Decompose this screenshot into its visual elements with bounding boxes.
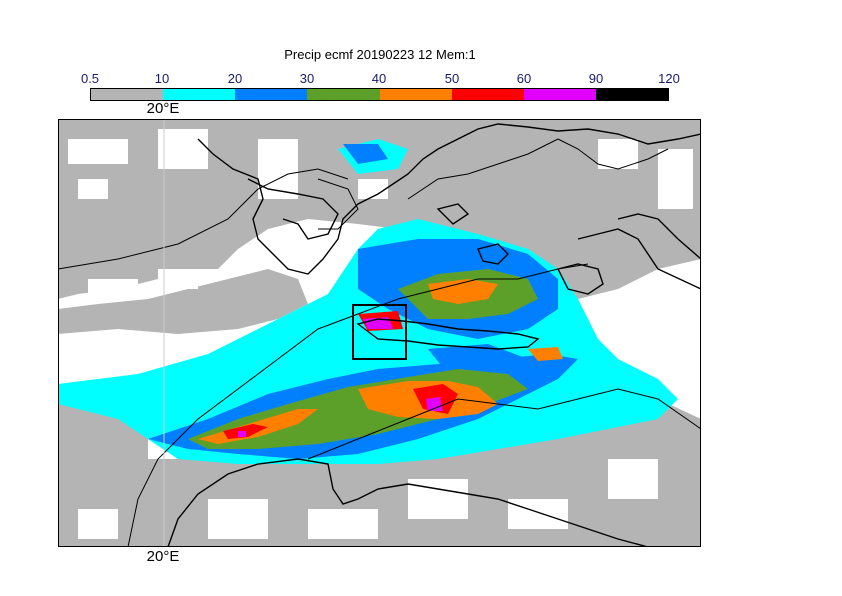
region-box — [352, 304, 407, 360]
colorbar-tick: 120 — [658, 71, 680, 86]
colorbar-tick: 40 — [371, 71, 387, 86]
colorbar-segment — [235, 89, 308, 100]
colorbar-tick: 60 — [516, 71, 532, 86]
colorbar-segment — [379, 89, 452, 100]
lon-label-bottom: 20°E — [146, 548, 180, 565]
colorbar-tick: 10 — [154, 71, 170, 86]
colorbar-ticks: 0.5 10 20 30 40 50 60 90 120 — [81, 71, 680, 87]
colorbar — [90, 88, 669, 101]
colorbar-tick: 30 — [299, 71, 315, 86]
colorbar-tick: 0.5 — [80, 71, 100, 86]
colorbar-segment — [307, 89, 380, 100]
colorbar-segment — [595, 89, 668, 100]
colorbar-segment — [523, 89, 596, 100]
map-title: Precip ecmf 20190223 12 Mem:1 — [284, 47, 476, 62]
colorbar-tick: 90 — [588, 71, 604, 86]
colorbar-tick: 20 — [227, 71, 243, 86]
colorbar-segment — [91, 89, 164, 100]
coastlines — [167, 123, 701, 547]
colorbar-tick: 50 — [444, 71, 460, 86]
precip-map — [58, 119, 701, 547]
colorbar-segment — [163, 89, 236, 100]
colorbar-segment — [451, 89, 524, 100]
contour-lines — [58, 138, 701, 547]
map-frame — [58, 119, 701, 547]
lon-label-top: 20°E — [146, 100, 180, 117]
precip-white-patches — [68, 129, 693, 539]
